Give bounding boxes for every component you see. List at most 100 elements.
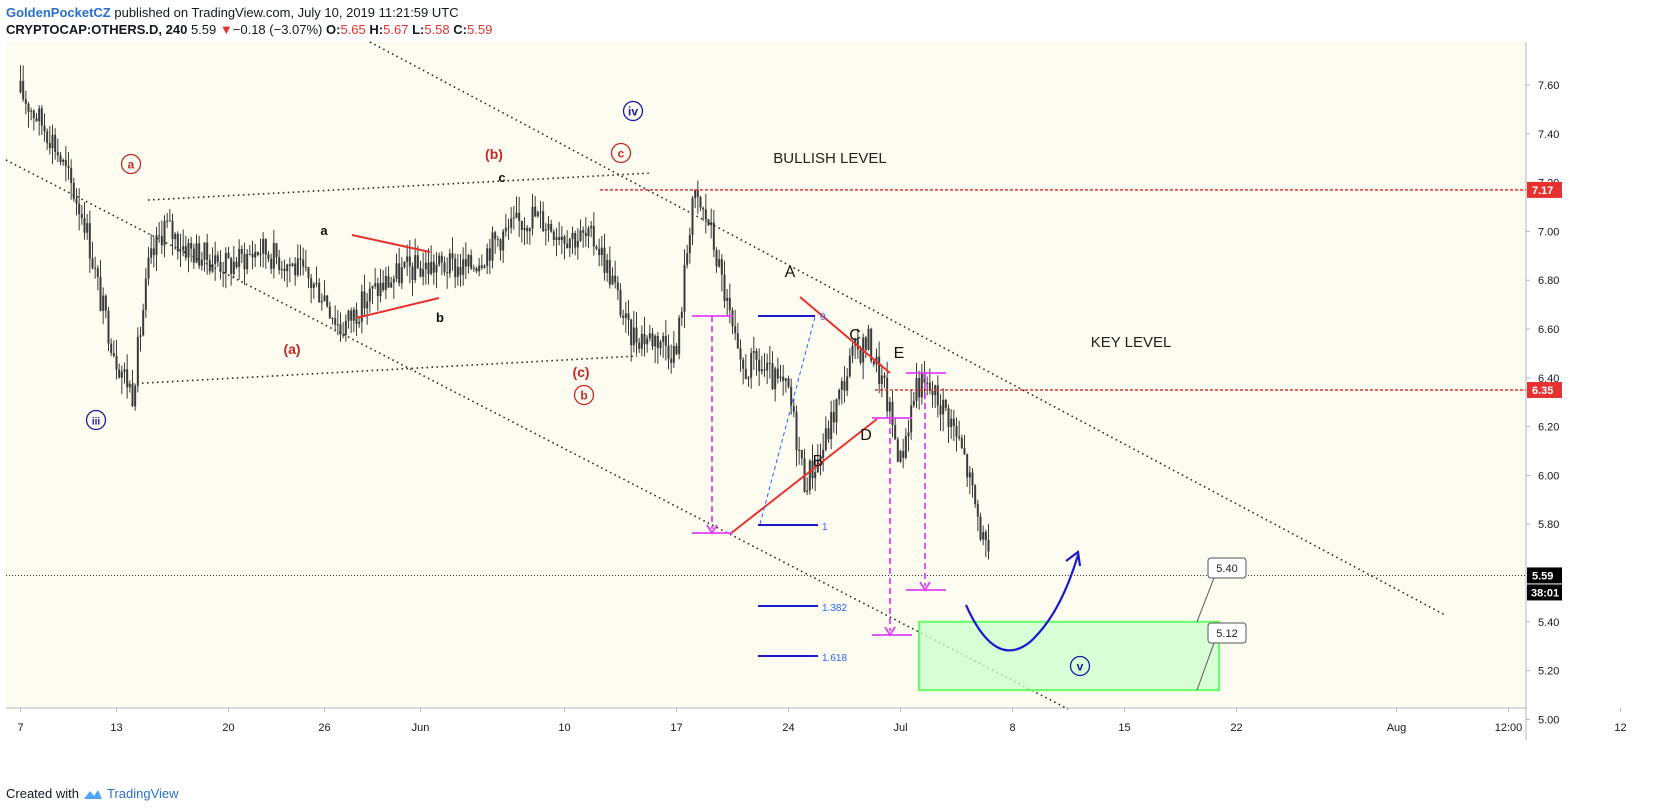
open-label: O:	[326, 22, 341, 37]
measure-arrowhead	[884, 626, 896, 637]
candle-body	[528, 228, 531, 232]
candle-body	[984, 532, 987, 541]
candle-body	[496, 239, 499, 241]
tradingview-brand[interactable]: TradingView	[106, 786, 179, 801]
candle-body	[158, 235, 161, 237]
candle-body	[126, 369, 129, 388]
author-link[interactable]: GoldenPocketCZ	[6, 5, 111, 20]
down-triangle-icon: ▼	[219, 22, 233, 37]
candle-body	[371, 286, 374, 289]
candle-body	[531, 206, 534, 229]
candle-body	[955, 425, 958, 437]
high-value: 5.67	[383, 22, 409, 37]
wave-label-blue-circled: iv	[628, 105, 638, 119]
low-value: 5.58	[424, 22, 450, 37]
candle-body	[483, 266, 486, 268]
candle-body	[699, 197, 702, 208]
last-price: 5.59	[190, 22, 217, 37]
candle-body	[814, 472, 817, 479]
candle-body	[800, 450, 803, 459]
candle-body	[696, 189, 699, 198]
candle-body	[62, 159, 65, 163]
candle-body	[192, 248, 195, 263]
candles	[19, 65, 990, 560]
trend-line	[369, 41, 1446, 616]
time-tick-label: 10	[558, 722, 570, 734]
candle-body	[694, 189, 697, 199]
candle-body	[603, 247, 606, 273]
candle-body	[358, 321, 361, 324]
candle-body	[675, 345, 678, 355]
candle-body	[182, 246, 185, 251]
candle-body	[750, 352, 753, 378]
candle-body	[747, 377, 750, 379]
candle-body	[659, 341, 662, 349]
candle-body	[646, 338, 649, 345]
tradingview-logo-icon	[83, 789, 102, 799]
candle-body	[606, 259, 609, 273]
candle-body	[312, 283, 315, 288]
candle-body	[278, 257, 281, 270]
candle-body	[438, 255, 441, 265]
candle-body	[451, 253, 454, 259]
candle-body	[456, 266, 459, 277]
candle-body	[582, 230, 585, 233]
price-change: −0.18 (−3.07%)	[232, 22, 323, 37]
candle-body	[691, 198, 694, 236]
countdown-badge	[1527, 584, 1562, 601]
candle-body	[598, 248, 601, 256]
candle-body	[790, 386, 793, 407]
candle-body	[46, 131, 49, 144]
candle-body	[272, 243, 275, 269]
time-tick-label: 26	[318, 722, 330, 734]
candle-body	[931, 390, 934, 396]
candle-body	[419, 267, 422, 277]
candle-body	[288, 264, 291, 266]
candle-body	[387, 276, 390, 288]
candle-body	[283, 268, 286, 272]
candle-body	[912, 400, 915, 406]
time-tick-label: 12:00	[1495, 722, 1523, 734]
triangle-line	[355, 297, 440, 319]
candle-body	[600, 247, 603, 256]
projection-arrowhead	[1065, 550, 1082, 567]
candle-body	[75, 198, 78, 204]
candle-body	[568, 238, 571, 249]
candle-body	[736, 333, 739, 349]
open-value: 5.65	[340, 22, 366, 37]
wave-label-triangle: C	[849, 327, 861, 344]
candle-body	[168, 220, 171, 222]
candle-body	[942, 399, 945, 415]
candle-body	[979, 516, 982, 540]
candle-body	[731, 310, 734, 327]
time-tick-label: Aug	[1387, 722, 1407, 734]
candle-body	[960, 438, 963, 449]
candle-body	[150, 248, 153, 258]
candle-body	[688, 235, 691, 254]
candle-body	[835, 399, 838, 423]
candle-body	[944, 399, 947, 409]
candle-body	[398, 263, 401, 284]
candle-body	[891, 401, 894, 426]
candle-body	[350, 310, 353, 321]
trend-line	[147, 172, 653, 201]
candle-body	[518, 212, 521, 221]
candle-body	[115, 355, 118, 370]
price-tick-label: 7.00	[1538, 226, 1559, 238]
candle-body	[976, 504, 979, 517]
candle-body	[742, 359, 745, 369]
candle-body	[390, 282, 393, 288]
candle-body	[899, 451, 902, 462]
candle-body	[576, 240, 579, 248]
candle-body	[704, 209, 707, 220]
time-tick-label: 13	[110, 722, 122, 734]
candle-body	[526, 227, 529, 232]
candle-body	[216, 255, 219, 262]
candle-body	[416, 255, 419, 268]
candle-body	[768, 362, 771, 364]
wave-label-triangle: B	[813, 453, 824, 470]
candle-body	[950, 418, 953, 428]
candle-body	[723, 274, 726, 301]
candle-body	[296, 258, 299, 276]
